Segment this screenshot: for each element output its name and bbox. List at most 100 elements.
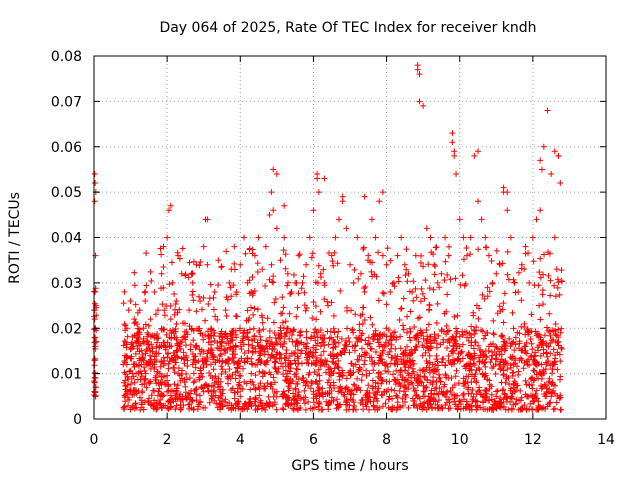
data-point: [462, 280, 469, 287]
data-point: [91, 374, 98, 381]
data-point: [467, 363, 474, 370]
data-point: [540, 271, 547, 278]
data-point: [324, 390, 331, 397]
y-tick-label: 0.03: [51, 276, 82, 292]
data-point: [382, 339, 389, 346]
data-point: [535, 398, 542, 405]
data-point: [319, 406, 326, 413]
data-point: [492, 371, 499, 378]
data-point: [219, 358, 226, 365]
data-point: [480, 335, 487, 342]
data-point: [295, 388, 302, 395]
data-point: [481, 295, 488, 302]
data-point: [493, 404, 500, 411]
data-point: [200, 404, 207, 411]
data-point: [152, 376, 159, 383]
data-point: [176, 255, 183, 262]
data-point: [343, 225, 350, 232]
data-point: [247, 399, 254, 406]
data-point: [454, 406, 461, 413]
data-point: [433, 390, 440, 397]
data-point: [280, 304, 287, 311]
data-point: [128, 341, 135, 348]
data-point: [92, 288, 99, 295]
data-point: [232, 375, 239, 382]
data-point: [365, 340, 372, 347]
data-point: [314, 371, 321, 378]
data-point: [482, 234, 489, 241]
data-point: [459, 341, 466, 348]
data-point: [371, 394, 378, 401]
x-tick-label: 0: [90, 432, 99, 448]
data-point: [140, 406, 147, 413]
data-point: [185, 274, 192, 281]
data-point: [394, 361, 401, 368]
data-point: [139, 388, 146, 395]
data-point: [143, 361, 150, 368]
data-point: [427, 379, 434, 386]
data-point: [229, 385, 236, 392]
data-point: [513, 382, 520, 389]
data-point: [131, 379, 138, 386]
data-point: [204, 216, 211, 223]
data-point: [420, 388, 427, 395]
data-point: [400, 295, 407, 302]
data-point: [167, 404, 174, 411]
data-point: [315, 189, 322, 196]
data-point: [424, 377, 431, 384]
data-point: [425, 321, 432, 328]
data-point: [443, 374, 450, 381]
data-point: [294, 346, 301, 353]
data-point: [154, 368, 161, 375]
data-point: [259, 370, 266, 377]
data-point: [198, 370, 205, 377]
data-point: [127, 346, 134, 353]
data-point: [516, 338, 523, 345]
data-point: [192, 386, 199, 393]
data-point: [551, 282, 558, 289]
data-point: [183, 352, 190, 359]
data-point: [358, 345, 365, 352]
data-point: [141, 289, 148, 296]
data-point: [391, 283, 398, 290]
data-point: [519, 406, 526, 413]
data-point: [442, 371, 449, 378]
data-point: [348, 391, 355, 398]
data-point: [144, 338, 151, 345]
data-point: [256, 386, 263, 393]
data-point: [428, 394, 435, 401]
data-point: [551, 359, 558, 366]
data-point: [443, 399, 450, 406]
data-point: [172, 300, 179, 307]
data-point: [143, 337, 150, 344]
data-point: [474, 404, 481, 411]
data-point: [415, 338, 422, 345]
data-point: [374, 388, 381, 395]
data-point: [421, 399, 428, 406]
data-point: [333, 361, 340, 368]
data-point: [131, 361, 138, 368]
data-point: [130, 386, 137, 393]
data-point: [384, 245, 391, 252]
data-point: [162, 380, 169, 387]
data-point: [234, 389, 241, 396]
data-point: [240, 365, 247, 372]
data-point: [362, 283, 369, 290]
data-point: [143, 384, 150, 391]
data-point: [249, 290, 256, 297]
data-point: [172, 406, 179, 413]
x-tick-label: 12: [524, 432, 542, 448]
data-point: [465, 337, 472, 344]
data-point: [511, 347, 518, 354]
data-point: [165, 398, 172, 405]
data-point: [187, 346, 194, 353]
data-point: [252, 394, 259, 401]
data-point: [92, 252, 99, 259]
data-point: [150, 387, 157, 394]
data-point: [283, 346, 290, 353]
data-point: [475, 315, 482, 322]
data-point: [368, 216, 375, 223]
data-point: [518, 323, 525, 330]
data-point: [420, 335, 427, 342]
data-point: [465, 390, 472, 397]
